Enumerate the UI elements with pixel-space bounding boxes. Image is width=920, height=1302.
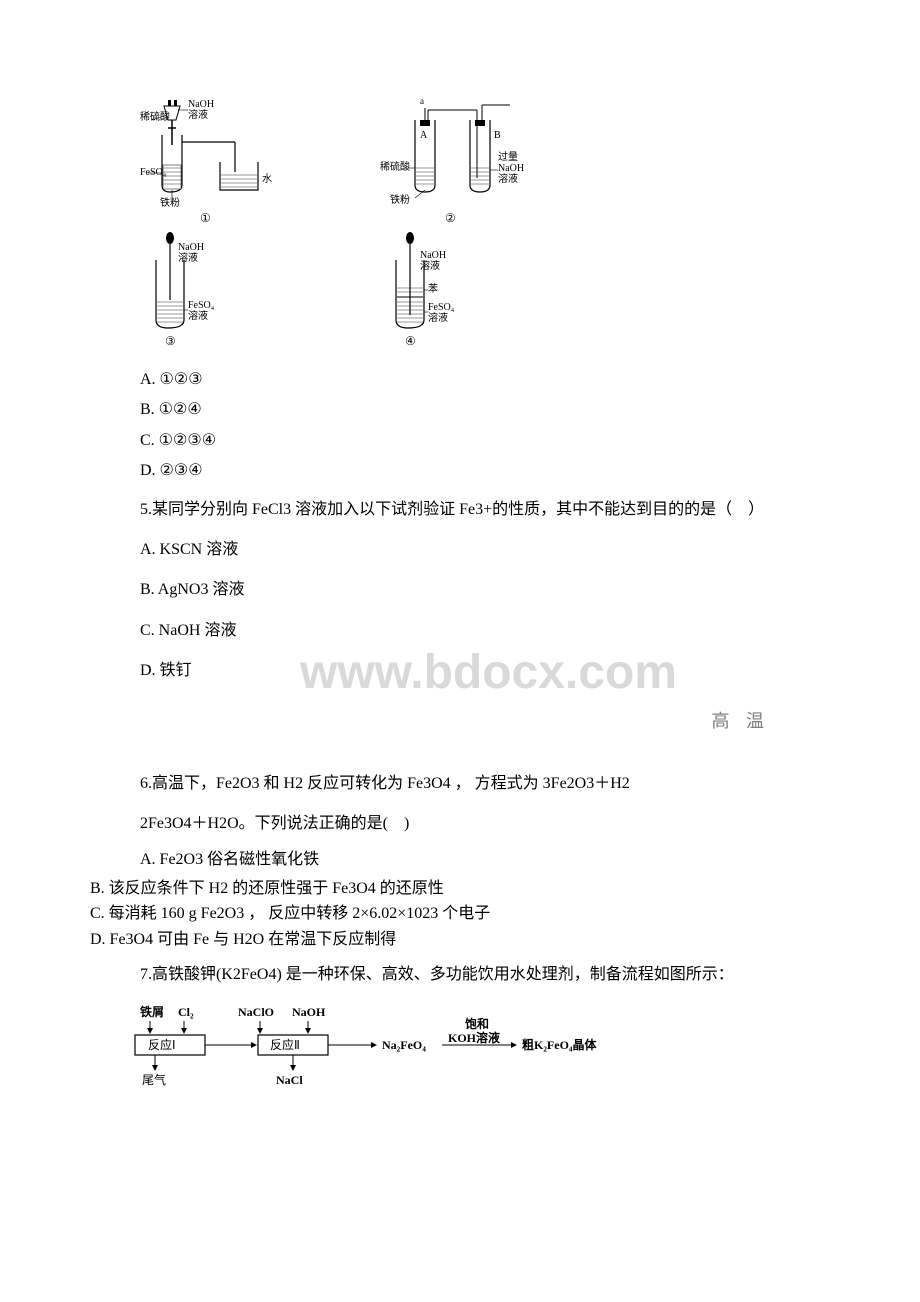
q5-option-b: B. AgNO3 溶液	[140, 575, 830, 605]
label-dilute-h2so4: 稀硫酸	[140, 110, 170, 123]
svg-text:B: B	[494, 130, 501, 141]
svg-text:溶液: 溶液	[428, 311, 448, 324]
svg-text:铁粉: 铁粉	[160, 196, 180, 209]
svg-text:KOH溶液: KOH溶液	[448, 1030, 500, 1045]
svg-text:NaOH: NaOH	[498, 163, 524, 174]
svg-text:粗K₂FeO₄晶体: 粗K₂FeO₄晶体	[522, 1037, 598, 1052]
svg-text:a: a	[420, 96, 424, 106]
svg-text:反应Ⅰ: 反应Ⅰ	[148, 1037, 176, 1052]
q7-flow-diagram: 铁屑 Cl₂ 反应Ⅰ 尾气 NaClO NaOH	[120, 1001, 830, 1096]
experiment-diagrams-row1: 稀硫酸 NaOH 溶液 FeSO₄ 水 铁粉 ①	[140, 90, 830, 350]
diagram-number-1: ①	[200, 211, 211, 225]
svg-text:稀硫酸: 稀硫酸	[380, 160, 410, 173]
q6-option-a: A. Fe2O3 俗名磁性氧化铁	[140, 845, 830, 875]
q5-stem: 5.某同学分别向 FeCl3 溶液加入以下试剂验证 Fe3+的性质，其中不能达到…	[140, 495, 830, 525]
svg-text:Cl₂: Cl₂	[178, 1005, 194, 1019]
svg-text:溶液: 溶液	[498, 172, 518, 185]
q5-option-d: D. 铁钉	[140, 656, 830, 686]
svg-text:溶液: 溶液	[178, 251, 198, 264]
svg-text:铁屑: 铁屑	[140, 1004, 164, 1019]
svg-text:Na₂FeO₄: Na₂FeO₄	[382, 1038, 426, 1052]
q4-option-a: A. ①②③	[140, 365, 830, 395]
svg-text:FeSO₄: FeSO₄	[188, 300, 215, 311]
q6-option-c: C. 每消耗 160 g Fe2O3 ， 反应中转移 2×6.02×1023 个…	[90, 901, 830, 927]
svg-text:NaOH: NaOH	[178, 242, 204, 253]
q6-stem-line1: 6.高温下，Fe2O3 和 H2 反应可转化为 Fe3O4 ， 方程式为 3Fe…	[140, 769, 830, 799]
svg-text:FeSO₄: FeSO₄	[140, 167, 167, 178]
svg-text:NaOH: NaOH	[420, 250, 446, 261]
q4-option-d: D. ②③④	[140, 456, 830, 486]
q7-stem: 7.高铁酸钾(K2FeO4) 是一种环保、高效、多功能饮用水处理剂，制备流程如图…	[140, 960, 830, 990]
diagram-2: a A B 稀硫酸 过量 NaOH 溶液 铁粉	[370, 90, 550, 230]
q6-option-b: B. 该反应条件下 H2 的还原性强于 Fe3O4 的还原性	[90, 876, 830, 902]
svg-text:铁粉: 铁粉	[390, 193, 410, 206]
q6-stem-line2: 2Fe3O4＋H2O。下列说法正确的是( )	[140, 809, 830, 839]
high-temp-label: 高 温	[712, 707, 771, 733]
svg-text:溶液: 溶液	[188, 108, 208, 121]
diagram-1: 稀硫酸 NaOH 溶液 FeSO₄ 水 铁粉 ①	[140, 90, 300, 230]
q5-option-c: C. NaOH 溶液	[140, 616, 830, 646]
svg-text:FeSO₄: FeSO₄	[428, 302, 455, 313]
svg-text:饱和: 饱和	[465, 1016, 489, 1031]
q4-option-b: B. ①②④	[140, 395, 830, 425]
svg-text:过量: 过量	[498, 150, 518, 163]
svg-text:水: 水	[262, 173, 272, 185]
q5-option-a: A. KSCN 溶液	[140, 535, 830, 565]
svg-text:溶液: 溶液	[188, 309, 208, 322]
svg-text:NaClO: NaClO	[238, 1005, 274, 1019]
svg-text:A: A	[420, 130, 428, 141]
diagram-number-3: ③	[165, 334, 176, 348]
svg-text:NaCl: NaCl	[276, 1073, 303, 1087]
diagram-number-4: ④	[405, 334, 416, 348]
q4-option-c: C. ①②③④	[140, 426, 830, 456]
svg-text:NaOH: NaOH	[292, 1005, 326, 1019]
svg-text:NaOH: NaOH	[188, 99, 214, 110]
svg-text:尾气: 尾气	[142, 1072, 166, 1087]
svg-text:反应Ⅱ: 反应Ⅱ	[270, 1037, 300, 1052]
svg-text:溶液: 溶液	[420, 259, 440, 272]
q6-option-d: D. Fe3O4 可由 Fe 与 H2O 在常温下反应制得	[90, 927, 830, 953]
diagram-4: NaOH 溶液 苯 FeSO₄ 溶液 ④	[380, 230, 490, 350]
svg-text:苯: 苯	[428, 282, 438, 295]
diagram-3: NaOH 溶液 FeSO₄ 溶液 ③	[140, 230, 250, 350]
diagram-number-2: ②	[445, 211, 456, 225]
